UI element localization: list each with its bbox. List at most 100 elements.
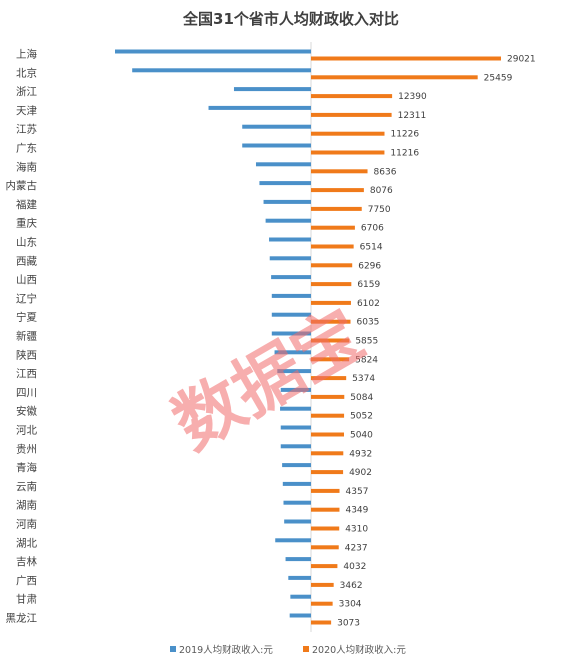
category-label-14: 宁夏 <box>16 311 37 324</box>
value-label-2020-23: 4357 <box>346 487 369 497</box>
value-label-2020-19: 5052 <box>350 412 373 422</box>
bar-2020-13 <box>311 300 351 305</box>
category-label-16: 陕西 <box>16 348 37 361</box>
category-label-15: 新疆 <box>16 330 37 343</box>
category-label-24: 湖南 <box>16 499 37 512</box>
category-label-25: 河南 <box>16 518 37 531</box>
category-label-13: 辽宁 <box>16 292 37 305</box>
bar-2019-0 <box>115 49 311 54</box>
bar-2019-30 <box>289 613 311 618</box>
bar-2019-9 <box>265 218 311 223</box>
bar-2019-16 <box>274 350 311 355</box>
bar-2019-3 <box>208 105 311 110</box>
bar-2020-2 <box>311 94 393 99</box>
bar-2020-3 <box>311 112 392 117</box>
category-label-12: 山西 <box>16 274 37 286</box>
category-label-5: 广东 <box>16 142 37 155</box>
bar-2019-25 <box>284 519 311 524</box>
bar-2020-1 <box>311 75 478 80</box>
category-label-0: 上海 <box>16 48 37 61</box>
bar-2020-20 <box>311 432 344 437</box>
value-label-2020-4: 11226 <box>390 130 419 140</box>
bar-2019-29 <box>290 594 311 599</box>
bar-2020-5 <box>311 150 385 155</box>
bar-2019-13 <box>271 293 311 298</box>
value-label-2020-10: 6514 <box>360 243 383 253</box>
bar-2019-12 <box>271 275 311 280</box>
bar-2019-11 <box>269 256 311 261</box>
legend-swatch-2020 <box>303 646 309 652</box>
bar-2020-23 <box>311 488 340 493</box>
category-label-10: 山东 <box>16 236 37 249</box>
category-label-21: 贵州 <box>16 442 37 455</box>
category-label-18: 四川 <box>16 387 37 399</box>
value-label-2020-15: 5855 <box>355 337 378 347</box>
category-label-3: 天津 <box>16 105 37 117</box>
value-label-2020-26: 4237 <box>345 543 368 553</box>
bar-2020-28 <box>311 582 334 587</box>
bar-2019-22 <box>282 463 311 468</box>
bar-2019-4 <box>242 124 311 129</box>
category-label-17: 江西 <box>16 368 37 380</box>
value-label-2020-7: 8076 <box>370 186 393 196</box>
bar-2020-19 <box>311 413 345 418</box>
value-label-2020-16: 5824 <box>355 355 378 365</box>
bar-2019-20 <box>280 425 311 430</box>
bar-2019-8 <box>263 199 311 204</box>
bar-2020-11 <box>311 263 353 268</box>
bars-group <box>115 49 501 625</box>
bar-2020-22 <box>311 470 344 475</box>
bar-2019-18 <box>280 387 311 392</box>
category-label-9: 重庆 <box>16 217 37 230</box>
value-label-2020-18: 5084 <box>350 393 373 403</box>
category-label-27: 吉林 <box>16 555 37 568</box>
category-label-30: 黑龙江 <box>6 612 38 625</box>
category-label-4: 江苏 <box>16 123 37 136</box>
chart-title: 全国31个省市人均财政收入对比 <box>182 10 399 28</box>
bar-2020-21 <box>311 451 344 456</box>
bar-2019-2 <box>233 87 311 92</box>
bar-2020-8 <box>311 206 362 211</box>
value-label-2020-13: 6102 <box>357 299 380 309</box>
category-label-20: 河北 <box>16 425 37 437</box>
category-label-26: 湖北 <box>16 537 37 549</box>
watermark: 数据宝 <box>161 295 377 465</box>
category-label-19: 安徽 <box>16 405 37 418</box>
bar-2020-12 <box>311 282 352 287</box>
bar-2019-21 <box>280 444 311 449</box>
value-label-2020-17: 5374 <box>352 374 375 384</box>
category-label-28: 广西 <box>16 575 37 587</box>
bar-2019-19 <box>280 406 311 411</box>
category-label-22: 青海 <box>16 461 37 474</box>
legend-label-2019: 2019人均财政收入:元 <box>179 644 273 656</box>
value-label-2020-11: 6296 <box>358 261 381 271</box>
bar-2020-27 <box>311 564 338 569</box>
category-label-29: 甘肃 <box>16 593 37 606</box>
category-label-2: 浙江 <box>16 86 37 98</box>
bar-2020-7 <box>311 188 364 193</box>
value-label-2020-6: 8636 <box>374 167 397 177</box>
bar-2020-15 <box>311 338 350 343</box>
value-label-2020-22: 4902 <box>349 468 372 478</box>
category-labels: 上海北京浙江天津江苏广东海南内蒙古福建重庆山东西藏山西辽宁宁夏新疆陕西江西四川安… <box>6 48 38 625</box>
bar-2020-16 <box>311 357 350 362</box>
value-label-2020-9: 6706 <box>361 224 384 234</box>
value-label-2020-27: 4032 <box>343 562 366 572</box>
bar-2019-6 <box>255 162 311 167</box>
bar-2020-6 <box>311 169 368 174</box>
bar-2019-24 <box>283 500 311 505</box>
bar-2019-14 <box>271 312 311 317</box>
bar-2020-0 <box>311 56 501 61</box>
bar-2020-25 <box>311 526 340 531</box>
bar-2020-14 <box>311 319 351 324</box>
category-label-6: 海南 <box>16 160 37 173</box>
bar-2020-26 <box>311 545 339 550</box>
bar-2020-9 <box>311 225 355 230</box>
bar-2020-17 <box>311 376 347 381</box>
bar-2019-23 <box>282 481 311 486</box>
category-label-8: 福建 <box>16 198 37 211</box>
bar-2019-17 <box>277 369 311 374</box>
bar-2019-15 <box>271 331 311 336</box>
value-label-2020-1: 25459 <box>484 73 513 83</box>
